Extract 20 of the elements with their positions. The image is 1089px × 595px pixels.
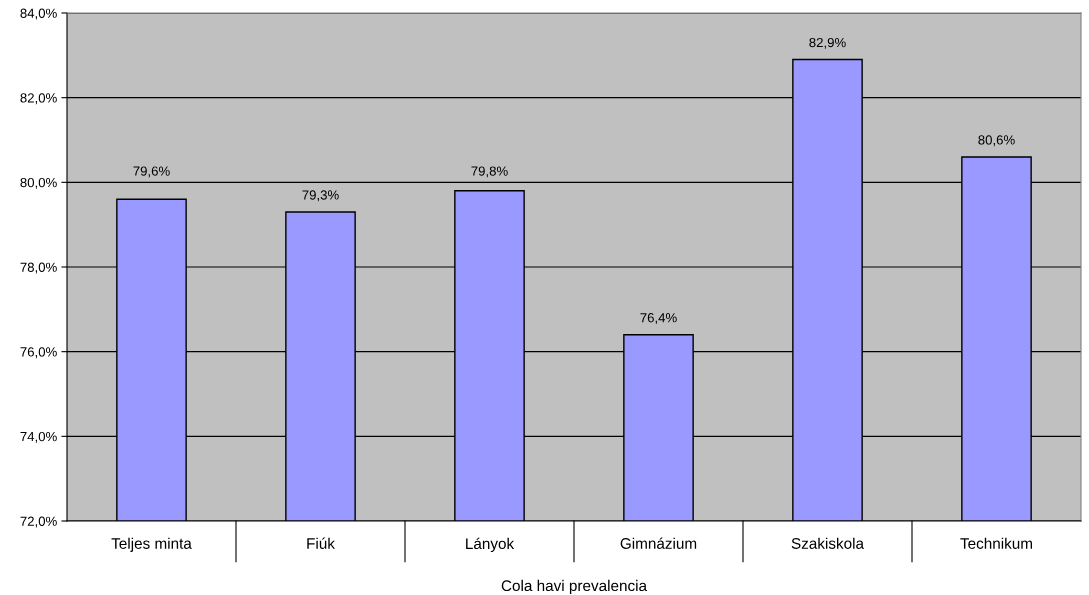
data-label: 79,3% bbox=[302, 190, 339, 202]
y-tick-label: 76,0% bbox=[20, 347, 57, 359]
y-tick-label: 72,0% bbox=[20, 516, 57, 528]
x-tick-label: Szakiskola bbox=[791, 537, 865, 549]
x-axis-title: Cola havi prevalencia bbox=[501, 579, 648, 595]
data-label: 82,9% bbox=[809, 37, 846, 49]
data-label: 79,8% bbox=[471, 166, 508, 178]
y-tick-label: 80,0% bbox=[20, 177, 57, 189]
data-label: 79,6% bbox=[133, 166, 170, 178]
x-tick-label: Lányok bbox=[466, 537, 515, 553]
y-tick-label: 78,0% bbox=[20, 262, 57, 274]
x-tick-label: Teljes minta bbox=[111, 537, 192, 552]
y-tick-label: 82,0% bbox=[20, 93, 57, 105]
y-tick-label: 74,0% bbox=[20, 431, 57, 443]
y-tick-label: 84,0% bbox=[20, 8, 57, 20]
data-label: 80,6% bbox=[978, 135, 1015, 147]
x-tick-label: Technikum bbox=[960, 537, 1032, 549]
data-label: 76,4% bbox=[640, 313, 677, 324]
x-tick-label: Fiúk bbox=[307, 537, 335, 549]
x-tick-label: Gimnázium bbox=[620, 537, 697, 549]
